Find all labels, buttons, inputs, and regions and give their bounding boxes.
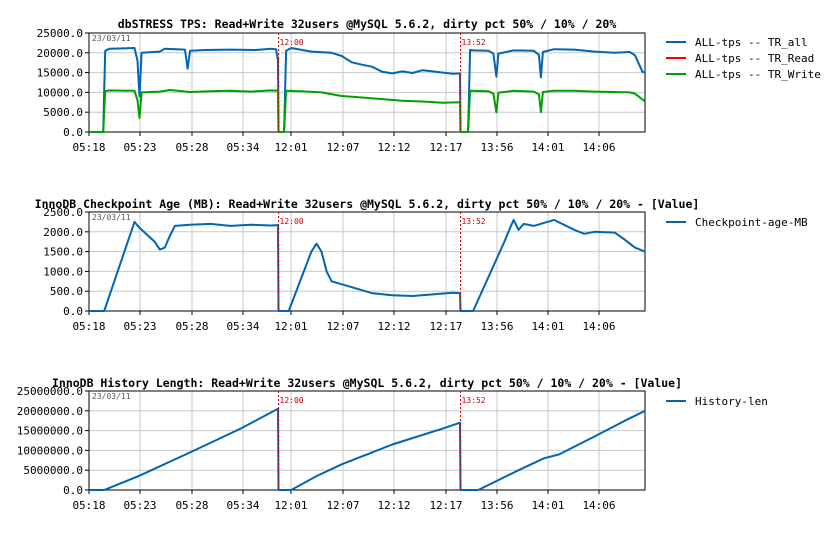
x-tick-label: 05:18 [72,141,105,154]
legend-label: ALL-tps -- TR_Write [695,68,821,81]
x-tick-label: 14:01 [531,141,564,154]
x-tick-label: 12:17 [429,320,462,333]
x-tick-label: 12:01 [274,141,307,154]
x-tick-label: 05:28 [175,320,208,333]
x-tick-label: 13:56 [480,141,513,154]
date-label: 23/03/11 [92,34,131,43]
chart-title: InnoDB History Length: Read+Write 32user… [52,376,682,390]
history-length-panel: InnoDB History Length: Read+Write 32user… [17,376,768,512]
y-tick-label: 2000.0 [43,226,83,239]
y-tick-label: 0.0 [63,484,83,497]
x-tick-label: 12:07 [326,499,359,512]
plot-frame [88,211,646,312]
y-tick-label: 15000.0 [37,67,83,80]
x-tick-label: 12:01 [274,320,307,333]
event-marker-label: 12:00 [280,38,304,47]
x-tick-label: 13:56 [480,320,513,333]
y-tick-label: 25000000.0 [17,385,83,398]
x-tick-label: 12:17 [429,499,462,512]
series-line [89,89,646,133]
event-marker-label: 12:00 [280,217,304,226]
y-tick-label: 1500.0 [43,246,83,259]
y-tick-label: 25000.0 [37,27,83,40]
legend-label: Checkpoint-age-MB [695,216,808,229]
plot-frame [88,390,646,491]
y-tick-label: 2500.0 [43,206,83,219]
legend-label: ALL-tps -- TR_all [695,36,808,49]
series-line [89,407,646,491]
x-tick-label: 05:23 [123,320,156,333]
legend-label: History-len [695,395,768,408]
chart-title: dbSTRESS TPS: Read+Write 32users @MySQL … [118,17,617,31]
y-tick-label: 5000000.0 [23,464,83,477]
chart-title: InnoDB Checkpoint Age (MB): Read+Write 3… [35,197,700,211]
y-tick-label: 10000.0 [37,86,83,99]
y-tick-label: 0.0 [63,126,83,139]
x-tick-label: 14:06 [582,499,615,512]
x-tick-label: 14:01 [531,320,564,333]
y-tick-label: 10000000.0 [17,444,83,457]
x-tick-label: 05:18 [72,320,105,333]
x-tick-label: 12:12 [377,499,410,512]
event-marker-label: 13:52 [462,396,486,405]
x-tick-label: 05:23 [123,499,156,512]
x-tick-label: 05:28 [175,499,208,512]
date-label: 23/03/11 [92,392,131,401]
event-marker-label: 13:52 [462,38,486,47]
x-tick-label: 05:34 [226,141,259,154]
y-tick-label: 500.0 [50,285,83,298]
x-tick-label: 14:06 [582,320,615,333]
x-tick-label: 12:07 [326,141,359,154]
x-tick-label: 14:06 [582,141,615,154]
date-label: 23/03/11 [92,213,131,222]
legend-label: ALL-tps -- TR_Read [695,52,814,65]
event-marker-label: 12:00 [280,396,304,405]
x-tick-label: 12:12 [377,320,410,333]
x-tick-label: 05:18 [72,499,105,512]
x-tick-label: 12:12 [377,141,410,154]
x-tick-label: 14:01 [531,499,564,512]
series-line [89,218,646,312]
y-tick-label: 1000.0 [43,265,83,278]
x-tick-label: 05:23 [123,141,156,154]
event-marker-label: 13:52 [462,217,486,226]
x-tick-label: 05:28 [175,141,208,154]
y-tick-label: 5000.0 [43,106,83,119]
y-tick-label: 0.0 [63,305,83,318]
x-tick-label: 05:34 [226,320,259,333]
tps-panel: dbSTRESS TPS: Read+Write 32users @MySQL … [37,17,821,154]
y-tick-label: 20000000.0 [17,405,83,418]
x-tick-label: 05:34 [226,499,259,512]
y-tick-label: 15000000.0 [17,425,83,438]
x-tick-label: 12:01 [274,499,307,512]
x-tick-label: 13:56 [480,499,513,512]
checkpoint-age-panel: InnoDB Checkpoint Age (MB): Read+Write 3… [35,197,808,333]
y-tick-label: 20000.0 [37,47,83,60]
x-tick-label: 12:17 [429,141,462,154]
x-tick-label: 12:07 [326,320,359,333]
series-line [89,47,646,133]
plot-frame [88,32,646,133]
